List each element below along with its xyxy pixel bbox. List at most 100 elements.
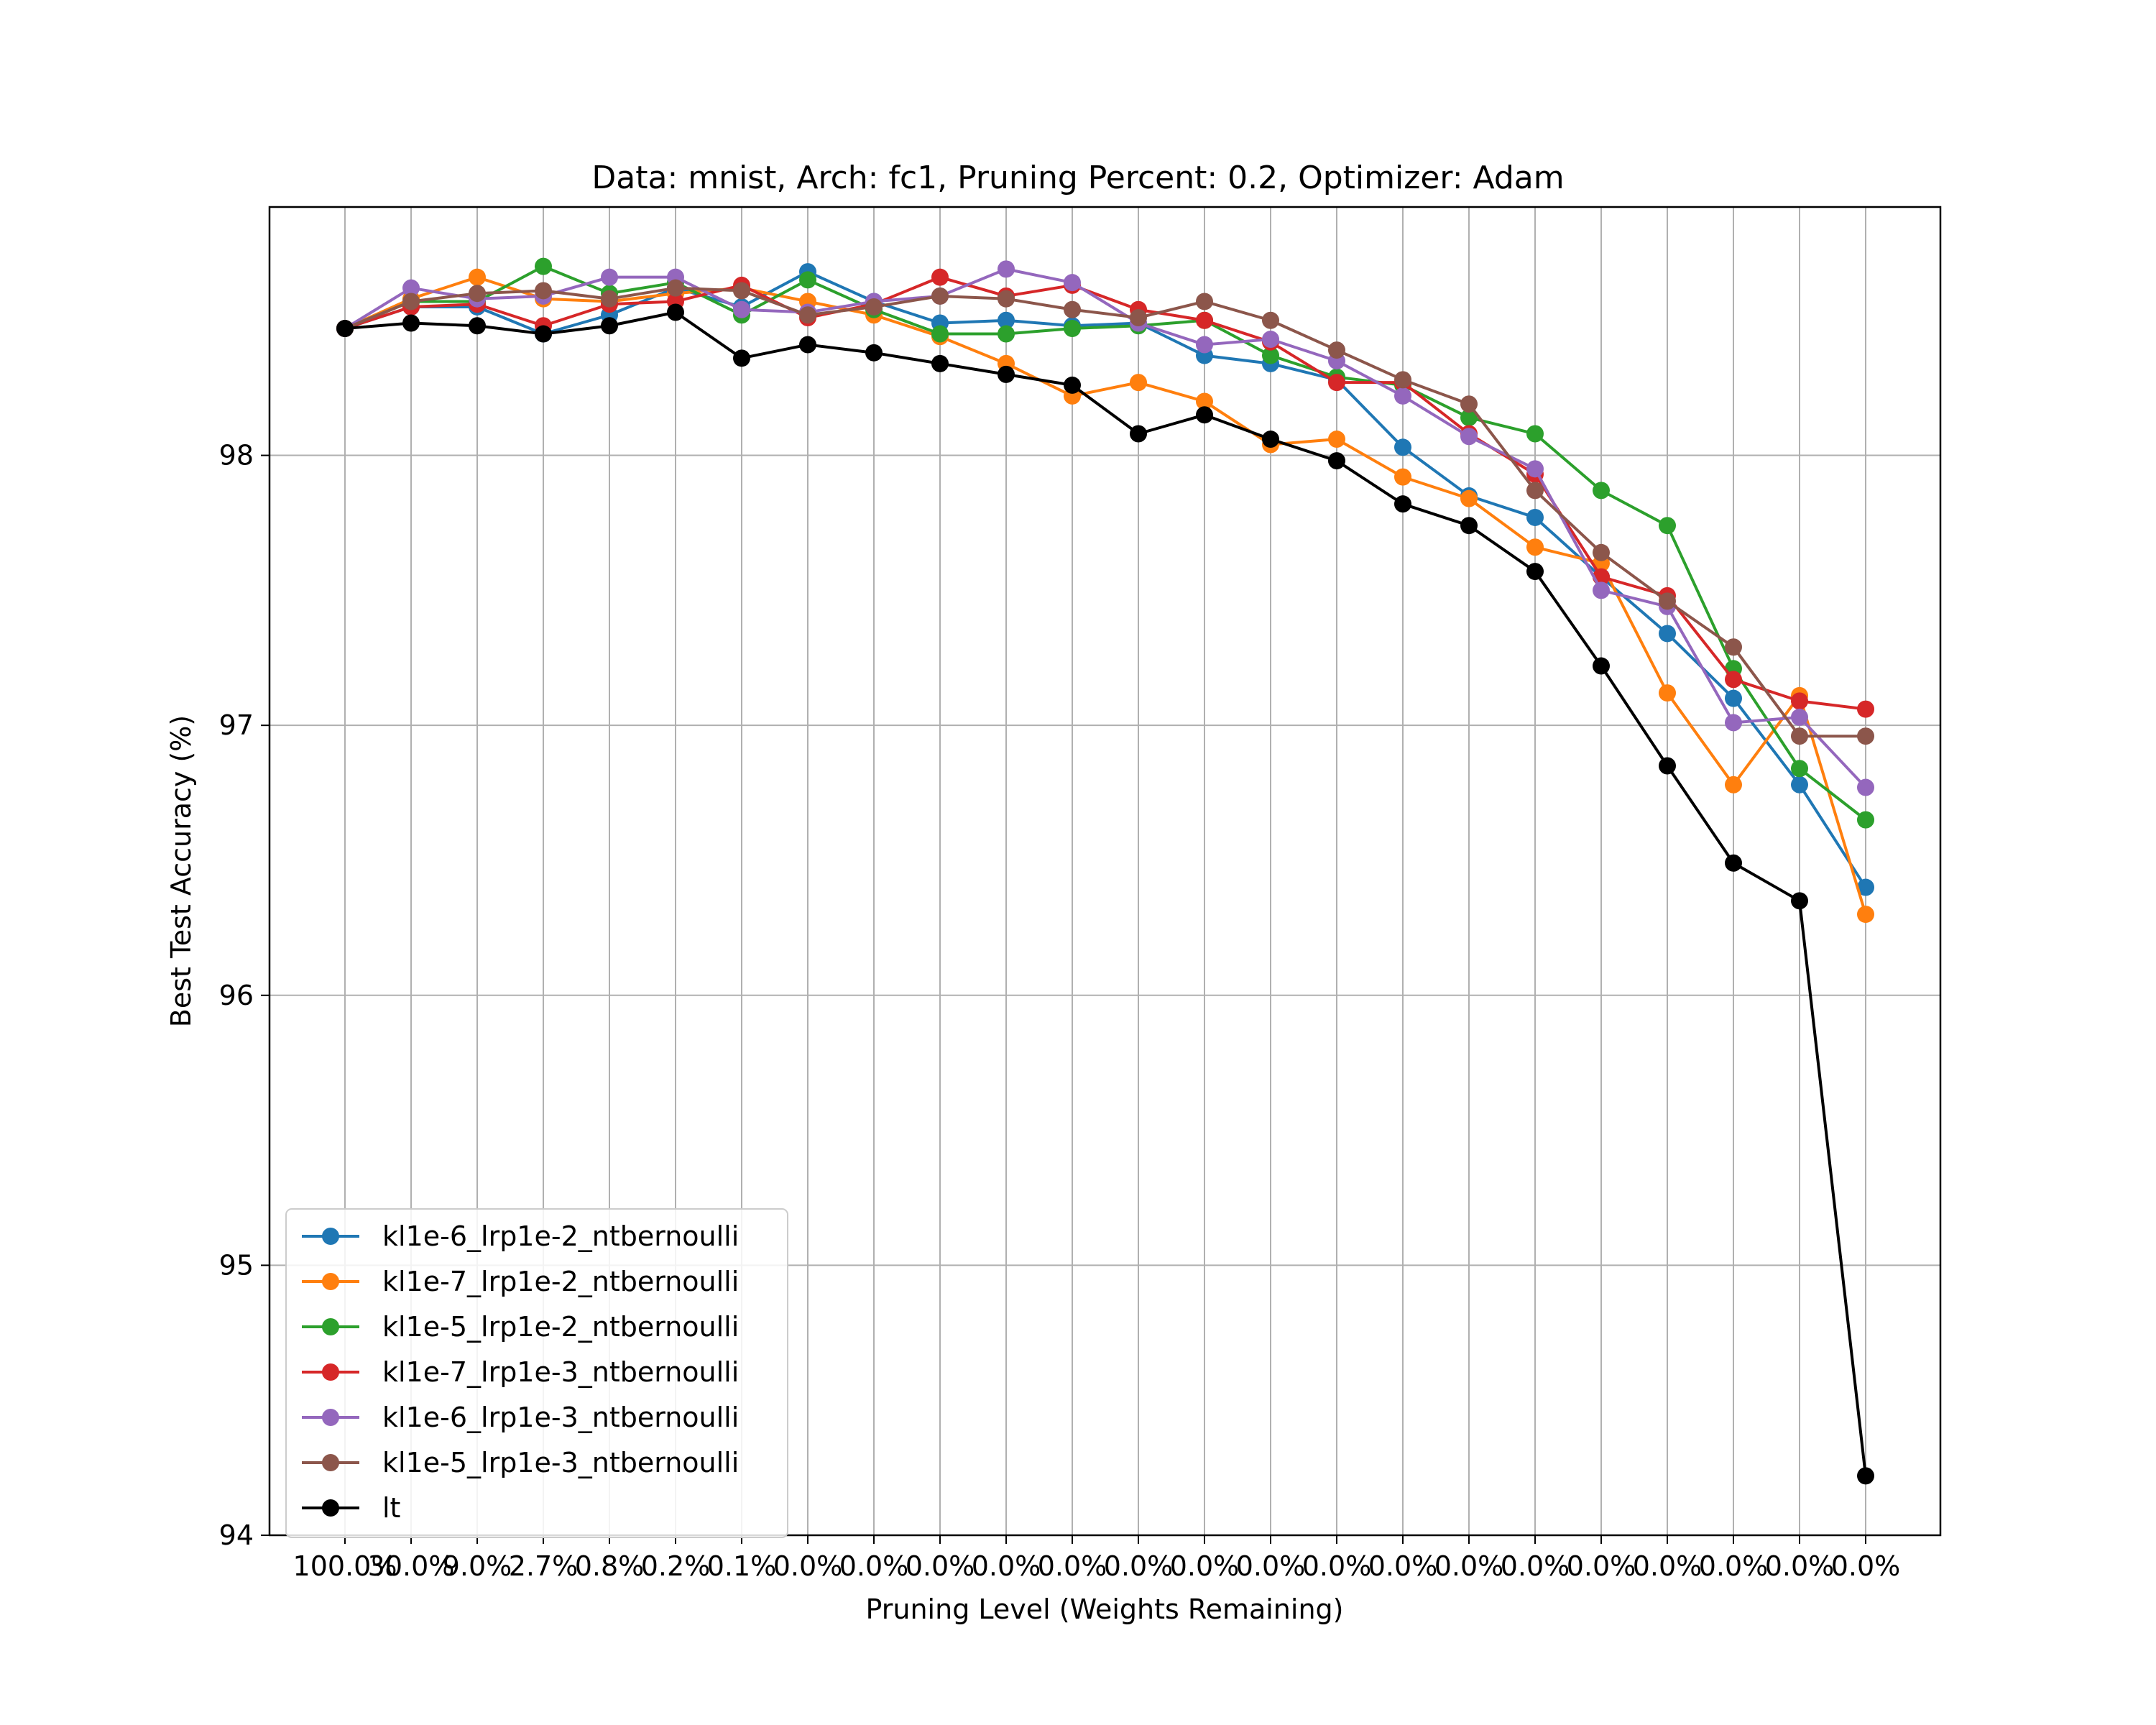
y-tick-label: 97 bbox=[219, 709, 254, 741]
data-point bbox=[1725, 671, 1742, 689]
data-point bbox=[1791, 892, 1808, 910]
data-point bbox=[1725, 689, 1742, 707]
data-point bbox=[931, 325, 949, 343]
plot-frame bbox=[268, 206, 1942, 1537]
data-point bbox=[1791, 727, 1808, 745]
x-axis-ticks: 100.0%30.0%9.0%2.7%0.8%0.2%0.1%0.0%0.0%0… bbox=[293, 1535, 1901, 1582]
data-point bbox=[1725, 854, 1742, 872]
data-point bbox=[1064, 320, 1081, 338]
legend-label: lt bbox=[382, 1492, 400, 1524]
series-kl1e-5_lrp1e-3_ntbernoulli bbox=[336, 279, 1874, 745]
data-point bbox=[469, 317, 486, 335]
x-tick-label: 0.0% bbox=[1170, 1550, 1240, 1582]
legend: kl1e-6_lrp1e-2_ntbernoulli kl1e-7_lrp1e-2… bbox=[285, 1208, 788, 1538]
data-point bbox=[535, 257, 552, 275]
data-point bbox=[1130, 309, 1147, 326]
data-point bbox=[1526, 538, 1544, 556]
x-tick-label: 0.0% bbox=[1567, 1550, 1636, 1582]
data-point bbox=[931, 287, 949, 305]
data-point bbox=[1593, 543, 1610, 561]
data-point bbox=[1659, 757, 1676, 775]
y-axis-ticks: 94 95 96 97 98 bbox=[219, 440, 270, 1551]
data-point bbox=[799, 336, 816, 354]
data-point bbox=[1064, 300, 1081, 318]
data-point bbox=[1394, 387, 1411, 405]
legend-box bbox=[285, 1208, 788, 1538]
data-point bbox=[1262, 346, 1279, 364]
data-point bbox=[667, 279, 684, 297]
x-axis-label: Pruning Level (Weights Remaining) bbox=[866, 1593, 1344, 1625]
legend-item: kl1e-5_lrp1e-3_ntbernoulli bbox=[302, 1447, 739, 1478]
series-line bbox=[344, 264, 1867, 822]
x-tick-label: 0.0% bbox=[1831, 1550, 1901, 1582]
data-point bbox=[1460, 428, 1478, 446]
series-layer bbox=[336, 257, 1874, 1485]
data-point bbox=[1328, 452, 1345, 470]
data-point bbox=[601, 290, 618, 308]
data-point bbox=[535, 282, 552, 300]
data-point bbox=[601, 317, 618, 335]
data-point bbox=[1857, 1467, 1874, 1485]
data-point bbox=[469, 285, 486, 303]
data-point bbox=[1526, 563, 1544, 581]
y-tick-label: 95 bbox=[219, 1249, 254, 1281]
y-tick-label: 96 bbox=[219, 980, 254, 1011]
x-tick-label: 30.0% bbox=[368, 1550, 455, 1582]
data-point bbox=[1196, 392, 1213, 410]
x-tick-label: 9.0% bbox=[443, 1550, 512, 1582]
data-point bbox=[1394, 371, 1411, 389]
y-tick-label: 98 bbox=[219, 440, 254, 472]
series-line bbox=[344, 267, 1867, 788]
data-point bbox=[1196, 336, 1213, 354]
y-tick-label: 94 bbox=[219, 1519, 254, 1551]
series-line bbox=[344, 275, 1867, 915]
data-point bbox=[1526, 508, 1544, 526]
data-point bbox=[1725, 638, 1742, 656]
data-point bbox=[799, 271, 816, 289]
x-tick-label: 0.0% bbox=[906, 1550, 975, 1582]
data-point bbox=[1526, 425, 1544, 443]
legend-label: kl1e-5_lrp1e-2_ntbernoulli bbox=[382, 1311, 739, 1343]
legend-marker bbox=[322, 1273, 339, 1290]
legend-marker bbox=[322, 1454, 339, 1471]
series-line bbox=[344, 310, 1867, 1476]
data-point bbox=[998, 325, 1015, 343]
data-point bbox=[1460, 489, 1478, 507]
data-point bbox=[1262, 431, 1279, 448]
x-tick-label: 0.0% bbox=[1038, 1550, 1107, 1582]
data-point bbox=[402, 279, 420, 297]
legend-label: kl1e-5_lrp1e-3_ntbernoulli bbox=[382, 1447, 739, 1478]
series-line bbox=[344, 275, 1866, 711]
legend-label: kl1e-6_lrp1e-2_ntbernoulli bbox=[382, 1220, 739, 1252]
legend-item: kl1e-6_lrp1e-2_ntbernoulli bbox=[302, 1220, 739, 1252]
legend-label: kl1e-6_lrp1e-3_ntbernoulli bbox=[382, 1402, 739, 1433]
data-point bbox=[402, 314, 420, 332]
legend-item: kl1e-7_lrp1e-2_ntbernoulli bbox=[302, 1266, 739, 1297]
data-point bbox=[1725, 714, 1742, 732]
data-point bbox=[1460, 408, 1478, 426]
data-point bbox=[1262, 331, 1279, 349]
data-point bbox=[1328, 374, 1345, 392]
data-point bbox=[535, 325, 552, 343]
data-point bbox=[1857, 906, 1874, 924]
series-lt bbox=[336, 303, 1874, 1485]
legend-marker bbox=[322, 1499, 339, 1517]
data-point bbox=[1659, 517, 1676, 535]
legend-item: kl1e-7_lrp1e-3_ntbernoulli bbox=[302, 1356, 739, 1388]
data-point bbox=[1262, 311, 1279, 329]
data-point bbox=[1196, 311, 1213, 329]
x-tick-label: 100.0% bbox=[293, 1550, 397, 1582]
legend-item: kl1e-6_lrp1e-3_ntbernoulli bbox=[302, 1402, 739, 1433]
series-line bbox=[344, 286, 1866, 738]
data-point bbox=[1857, 700, 1874, 718]
data-point bbox=[1394, 495, 1411, 513]
data-point bbox=[1394, 468, 1411, 486]
data-point bbox=[1460, 395, 1478, 413]
data-point bbox=[402, 293, 420, 310]
data-point bbox=[931, 354, 949, 372]
data-point bbox=[1725, 776, 1742, 794]
x-tick-label: 0.0% bbox=[972, 1550, 1041, 1582]
data-point bbox=[998, 260, 1015, 278]
data-point bbox=[1659, 592, 1676, 610]
y-axis-label: Best Test Accuracy (%) bbox=[165, 715, 197, 1027]
